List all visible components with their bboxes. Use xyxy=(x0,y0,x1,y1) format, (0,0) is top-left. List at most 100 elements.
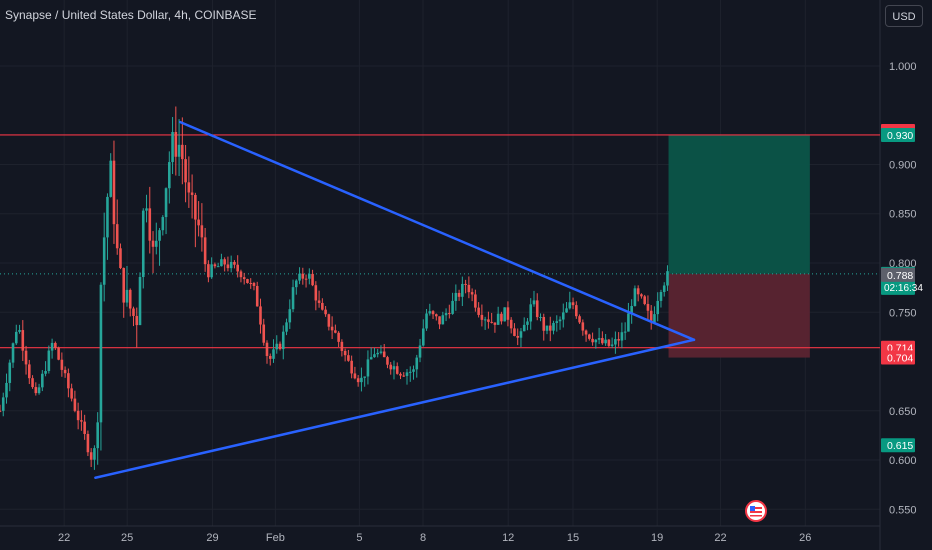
candle-body xyxy=(31,378,34,388)
price-label-text: 0.930 xyxy=(887,130,913,142)
candle-body xyxy=(106,196,109,238)
candle-body xyxy=(0,410,2,412)
candle-body xyxy=(63,369,67,374)
candle-body xyxy=(630,305,633,314)
candle-body xyxy=(268,355,272,359)
candle-body xyxy=(207,264,210,278)
candle-body xyxy=(594,339,598,343)
candle-body xyxy=(301,273,305,279)
candle-body xyxy=(620,332,624,341)
candle-body xyxy=(581,322,585,331)
candle-body xyxy=(83,421,86,434)
candle-body xyxy=(441,315,445,325)
candle-body xyxy=(236,264,239,272)
candle-body xyxy=(226,264,230,269)
candle-body xyxy=(89,452,93,460)
trendline[interactable] xyxy=(179,120,696,342)
candle-body xyxy=(14,331,18,344)
candle-body xyxy=(8,362,12,383)
candle-body xyxy=(148,208,152,241)
candle-body xyxy=(464,283,467,285)
candle-body xyxy=(334,330,337,333)
candle-body xyxy=(220,259,223,267)
x-tick-label: 26 xyxy=(799,532,811,544)
candle-body xyxy=(356,378,360,383)
candle-body xyxy=(444,313,448,316)
trendline[interactable] xyxy=(94,338,696,479)
candle-body xyxy=(389,364,393,370)
candle-body xyxy=(350,360,353,374)
candle-body xyxy=(402,375,406,377)
candle-body xyxy=(415,357,419,370)
candle-body xyxy=(272,349,275,359)
candle-body xyxy=(552,322,555,331)
candle-body xyxy=(604,339,607,344)
candle-body xyxy=(275,343,279,350)
candle-body xyxy=(67,373,70,389)
candle-body xyxy=(542,317,546,331)
candle-body xyxy=(246,279,249,283)
candle-body xyxy=(242,277,246,280)
y-tick-label: 0.750 xyxy=(889,307,917,319)
candle-body xyxy=(213,264,217,267)
candle-body xyxy=(500,313,503,322)
candle-body xyxy=(324,309,327,315)
candle-body xyxy=(610,344,614,346)
candle-body xyxy=(438,316,441,325)
price-label-text: 0.704 xyxy=(887,353,913,365)
candle-body xyxy=(54,342,57,348)
candle-body xyxy=(353,373,357,379)
candle-body xyxy=(627,313,630,332)
candle-body xyxy=(298,273,301,281)
candle-body xyxy=(210,264,213,278)
x-tick-label: 5 xyxy=(356,532,362,544)
candle-body xyxy=(112,160,116,225)
candle-body xyxy=(451,300,454,314)
candle-body xyxy=(308,273,311,279)
y-tick-label: 0.650 xyxy=(889,406,917,418)
candle-body xyxy=(259,306,262,325)
candle-body xyxy=(643,296,646,304)
y-tick-label: 0.900 xyxy=(889,159,917,171)
candle-body xyxy=(363,376,366,378)
candle-body xyxy=(11,343,15,363)
y-tick-label: 0.550 xyxy=(889,504,917,516)
candle-body xyxy=(239,271,243,278)
target-zone[interactable] xyxy=(668,134,810,274)
candle-body xyxy=(366,359,370,377)
candle-body xyxy=(73,398,77,411)
candle-body xyxy=(347,355,350,361)
candle-body xyxy=(601,338,604,344)
candle-body xyxy=(171,131,174,163)
candle-body xyxy=(597,338,601,340)
candle-body xyxy=(516,335,520,338)
price-label-text: 0.788 xyxy=(887,270,913,282)
candle-body xyxy=(154,240,158,247)
candle-body xyxy=(311,273,314,286)
candle-body xyxy=(467,284,471,293)
candle-body xyxy=(623,331,627,333)
candle-body xyxy=(539,317,542,319)
candle-body xyxy=(194,194,197,220)
x-tick-label: Feb xyxy=(266,532,285,544)
price-label-box xyxy=(881,127,915,142)
candle-body xyxy=(164,188,168,218)
candle-body xyxy=(653,314,656,323)
currency-button[interactable]: USD xyxy=(885,5,923,27)
candle-body xyxy=(177,144,181,157)
stop-zone[interactable] xyxy=(668,273,810,358)
candle-body xyxy=(405,372,409,376)
candle-body xyxy=(174,131,178,157)
candle-body xyxy=(50,342,54,351)
candle-body xyxy=(526,321,529,325)
candle-body xyxy=(584,330,588,335)
price-label-box xyxy=(881,350,915,365)
candle-body xyxy=(617,339,620,341)
candle-body xyxy=(373,354,376,358)
us-flag-icon[interactable] xyxy=(745,500,767,522)
candle-body xyxy=(532,300,536,305)
price-label-box xyxy=(881,267,915,282)
price-countdown: 02:16:34 xyxy=(884,283,923,294)
